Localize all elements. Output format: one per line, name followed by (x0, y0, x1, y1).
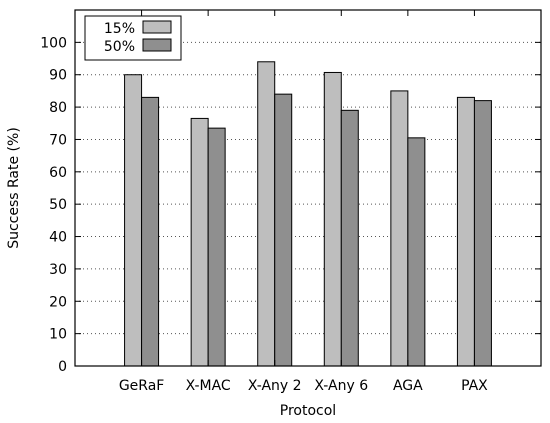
x-tick-label: X-Any 6 (314, 378, 368, 394)
bar-x-mac-50pct (207, 127, 226, 367)
y-tick-label: 90 (49, 68, 67, 84)
y-tick-label: 70 (49, 132, 67, 148)
x-tick-label: AGA (393, 378, 423, 394)
legend-label: 15% (104, 21, 135, 37)
y-tick-label: 10 (49, 327, 67, 343)
x-tick-label: GeRaF (119, 378, 165, 394)
bar-x-any-6-15pct (323, 71, 342, 367)
y-tick-label: 0 (58, 359, 67, 375)
x-tick-label: PAX (461, 378, 488, 394)
x-axis-label: Protocol (280, 403, 336, 419)
bar-x-any-6-50pct (340, 109, 359, 367)
legend: 15%50% (84, 15, 182, 61)
legend-label: 50% (104, 39, 135, 55)
bar-x-any-2-50pct (274, 93, 293, 367)
plot-frame (74, 9, 542, 367)
x-tick-label: X-Any 2 (248, 378, 302, 394)
bar-geraf-50pct (141, 96, 160, 367)
y-tick-label: 80 (49, 100, 67, 116)
y-tick-label: 50 (49, 197, 67, 213)
bar-x-mac-15pct (190, 117, 209, 367)
y-tick-label: 60 (49, 165, 67, 181)
bar-x-any-2-15pct (257, 61, 276, 367)
legend-swatch (142, 38, 172, 52)
y-axis-label: Success Rate (%) (6, 127, 22, 249)
bar-aga-50pct (407, 137, 426, 367)
y-tick-label: 40 (49, 230, 67, 246)
y-tick-label: 100 (40, 35, 67, 51)
y-tick-label: 30 (49, 262, 67, 278)
bar-pax-50pct (473, 100, 492, 367)
tick-labels: 0 10 20 30 40 50 60 70 80 90 100 GeRaF X-MAC X-Any 2 X… (40, 35, 488, 394)
bar-pax-15pct (456, 96, 475, 367)
axes (74, 9, 542, 367)
x-tick-label: X-MAC (186, 378, 231, 394)
bars (124, 61, 492, 367)
legend-swatch (142, 20, 172, 34)
bar-geraf-15pct (124, 74, 143, 367)
bar-aga-15pct (390, 90, 409, 367)
y-tick-label: 20 (49, 294, 67, 310)
